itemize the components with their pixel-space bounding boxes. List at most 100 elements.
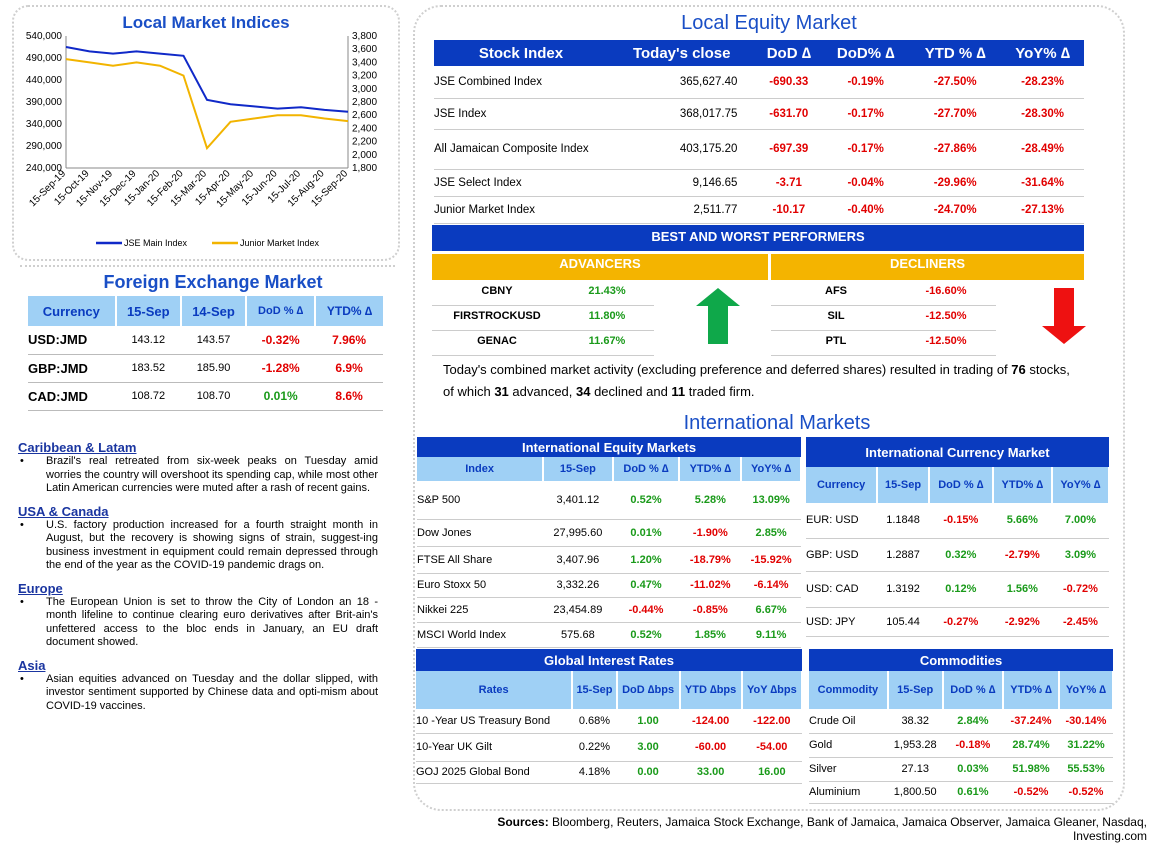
le-cell: All Jamaican Composite Index — [434, 143, 589, 155]
y-left-tick-label: 440,000 — [26, 75, 63, 86]
le-cell: -631.70 — [769, 107, 809, 120]
cell: 7.00% — [1064, 514, 1097, 527]
le-cell: 365,627.40 — [679, 75, 738, 88]
cell: -122.00 — [753, 714, 791, 727]
cell: 9.11% — [755, 628, 787, 641]
cell: 3.00 — [637, 741, 659, 753]
y-right-tick-label: 1,800 — [352, 163, 377, 174]
intl-equity-h1: 15-Sep — [543, 457, 614, 481]
advancers-row: GENAC 11.67% — [432, 331, 654, 356]
chart-panel — [12, 5, 400, 261]
cell: 31.22% — [1067, 739, 1105, 751]
intl-currency-h2: DoD % ∆ — [928, 467, 994, 503]
intl-currency-row: USD: CAD 1.3192 0.12% 1.56% -0.72% — [806, 571, 1109, 607]
cell: 0.22% — [578, 741, 611, 753]
fx-cell-cur: CAD:JMD — [28, 388, 88, 404]
y-left-tick-label: 390,000 — [26, 97, 63, 108]
decliners-label: DECLINERS — [771, 254, 1084, 280]
cell: -6.14% — [753, 579, 789, 591]
cell: -0.44% — [628, 603, 664, 616]
cell: 0.01% — [630, 526, 662, 539]
intl-currency-h1: 15-Sep — [877, 467, 930, 503]
le-cell: 9,146.65 — [692, 176, 738, 189]
y-right-tick-label: 3,800 — [352, 31, 377, 42]
le-cell: -0.19% — [847, 75, 884, 88]
le-cell: -27.50% — [933, 75, 977, 88]
cell: Silver — [809, 763, 837, 775]
le-cell: -31.64% — [1021, 176, 1064, 189]
intl-currency-h0: Currency — [806, 467, 879, 503]
intl-commodities-h0: Commodity — [809, 671, 889, 709]
news-heading: USA & Canada — [18, 503, 109, 519]
le-cell: -28.49% — [1021, 143, 1064, 155]
sources-label: Sources: — [497, 815, 549, 829]
cell: 3,407.96 — [556, 553, 600, 566]
fx-cell-cur: GBP:JMD — [28, 360, 88, 376]
cell: -0.85% — [692, 603, 728, 616]
intl-rates-h2: DoD ∆bps — [616, 671, 681, 709]
y-left-tick-label: 290,000 — [26, 141, 63, 152]
news-list: The European Union is set to throw the C… — [18, 596, 378, 650]
le-cell: 403,175.20 — [679, 143, 738, 155]
cell: 0.12% — [945, 583, 977, 595]
cell: -37.24% — [1010, 714, 1052, 727]
cell: -0.72% — [1063, 583, 1098, 595]
cell: -0.52% — [1068, 786, 1104, 798]
fx-cell-ytd: 7.96% — [332, 332, 367, 347]
arrow-down-icon — [1042, 288, 1086, 344]
le-header-row: Stock Index Today's close DoD ∆ DoD% ∆ Y… — [434, 40, 1084, 66]
decliners-pct: -12.50% — [925, 335, 967, 347]
le-cell: Junior Market Index — [434, 203, 535, 216]
legend-label-main: JSE Main Index — [124, 238, 188, 248]
fx-cell-a: 108.72 — [131, 390, 166, 402]
cell: 2.84% — [957, 714, 989, 727]
cell: 55.53% — [1067, 763, 1105, 775]
advancers-pct: 11.80% — [588, 310, 626, 322]
le-cell: JSE Index — [434, 107, 487, 120]
cell: 1,953.28 — [893, 739, 937, 751]
fx-h2: 14-Sep — [180, 296, 248, 326]
cell: 38.32 — [901, 714, 929, 727]
decliners-row: SIL -12.50% — [771, 306, 996, 331]
cell: 4.18% — [578, 766, 611, 778]
fx-cell-a: 183.52 — [131, 362, 166, 374]
cell: 0.52% — [630, 628, 662, 641]
news-heading: Asia — [18, 657, 46, 673]
news-list: U.S. factory production increased for a … — [18, 519, 378, 573]
advancers-pct: 21.43% — [588, 285, 626, 297]
cell: 10 -Year US Treasury Bond — [416, 714, 551, 727]
intl-equity-row: Dow Jones 27,995.60 0.01% -1.90% 2.85% — [417, 519, 801, 546]
le-row: JSE Select Index 9,146.65 -3.71 -0.04% -29.9… — [434, 169, 1084, 196]
le-row: JSE Index 368,017.75 -631.70 -0.17% -27.70% -… — [434, 98, 1084, 129]
le-cell: -0.17% — [847, 143, 884, 155]
advancers-list: CBNY 21.43% FIRSTROCKUSD 11.80% GENAC 11.67% — [432, 281, 654, 356]
intl-equity-title: International Equity Markets — [521, 439, 697, 455]
y-right-tick-label: 2,800 — [352, 97, 377, 108]
fx-row: USD:JMD 143.12 143.57 -0.32% 7.96% — [28, 326, 383, 354]
intl-rates-h0: Rates — [416, 671, 574, 709]
cell: 33.00 — [696, 766, 725, 778]
cell: Aluminium — [809, 786, 861, 798]
y-right-tick-label: 2,000 — [352, 150, 377, 161]
le-h2: DoD ∆ — [766, 44, 811, 62]
cell: MSCI World Index — [417, 628, 507, 641]
intl-equity-row: S&P 500 3,401.12 0.52% 5.28% 13.09% — [417, 481, 801, 519]
intl-currency-row: EUR: USD 1.1848 -0.15% 5.66% 7.00% — [806, 503, 1109, 538]
commodities-title: Commodities — [919, 652, 1003, 668]
intl-commodities-h3: YTD% ∆ — [1003, 671, 1060, 709]
intl-rates-row: 10-Year UK Gilt 0.22% 3.00 -60.00 -54.00 — [416, 733, 802, 761]
fx-title: Foreign Exchange Market — [103, 272, 323, 292]
decliners-row: AFS -16.60% — [771, 281, 996, 306]
intl-equity-h0: Index — [417, 457, 545, 481]
le-cell: 368,017.75 — [679, 107, 738, 120]
cell: -0.15% — [943, 514, 979, 527]
cell: Nikkei 225 — [417, 603, 469, 616]
fx-h3: DoD % ∆ — [246, 296, 317, 326]
intl-equity-table: International Equity Markets Index 15-Sep… — [417, 437, 802, 648]
cell: S&P 500 — [417, 493, 461, 506]
le-cell: -27.70% — [933, 107, 977, 120]
cell: 3.09% — [1064, 548, 1097, 561]
cell: 5.66% — [1006, 514, 1038, 527]
intl-rates-row: 10 -Year US Treasury Bond 0.68% 1.00 -124.0… — [416, 709, 802, 733]
le-cell: -10.17 — [772, 203, 806, 216]
